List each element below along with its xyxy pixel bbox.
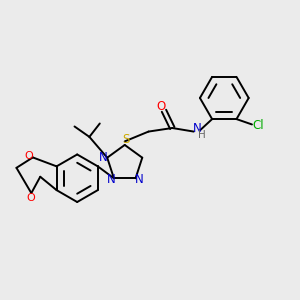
Text: N: N (193, 122, 202, 135)
Text: O: O (156, 100, 166, 113)
Text: Cl: Cl (253, 119, 264, 132)
Text: N: N (106, 173, 115, 186)
Text: N: N (99, 151, 107, 164)
Text: O: O (25, 151, 33, 160)
Text: O: O (26, 193, 35, 203)
Text: H: H (198, 130, 206, 140)
Text: S: S (122, 134, 130, 146)
Text: N: N (135, 173, 143, 186)
